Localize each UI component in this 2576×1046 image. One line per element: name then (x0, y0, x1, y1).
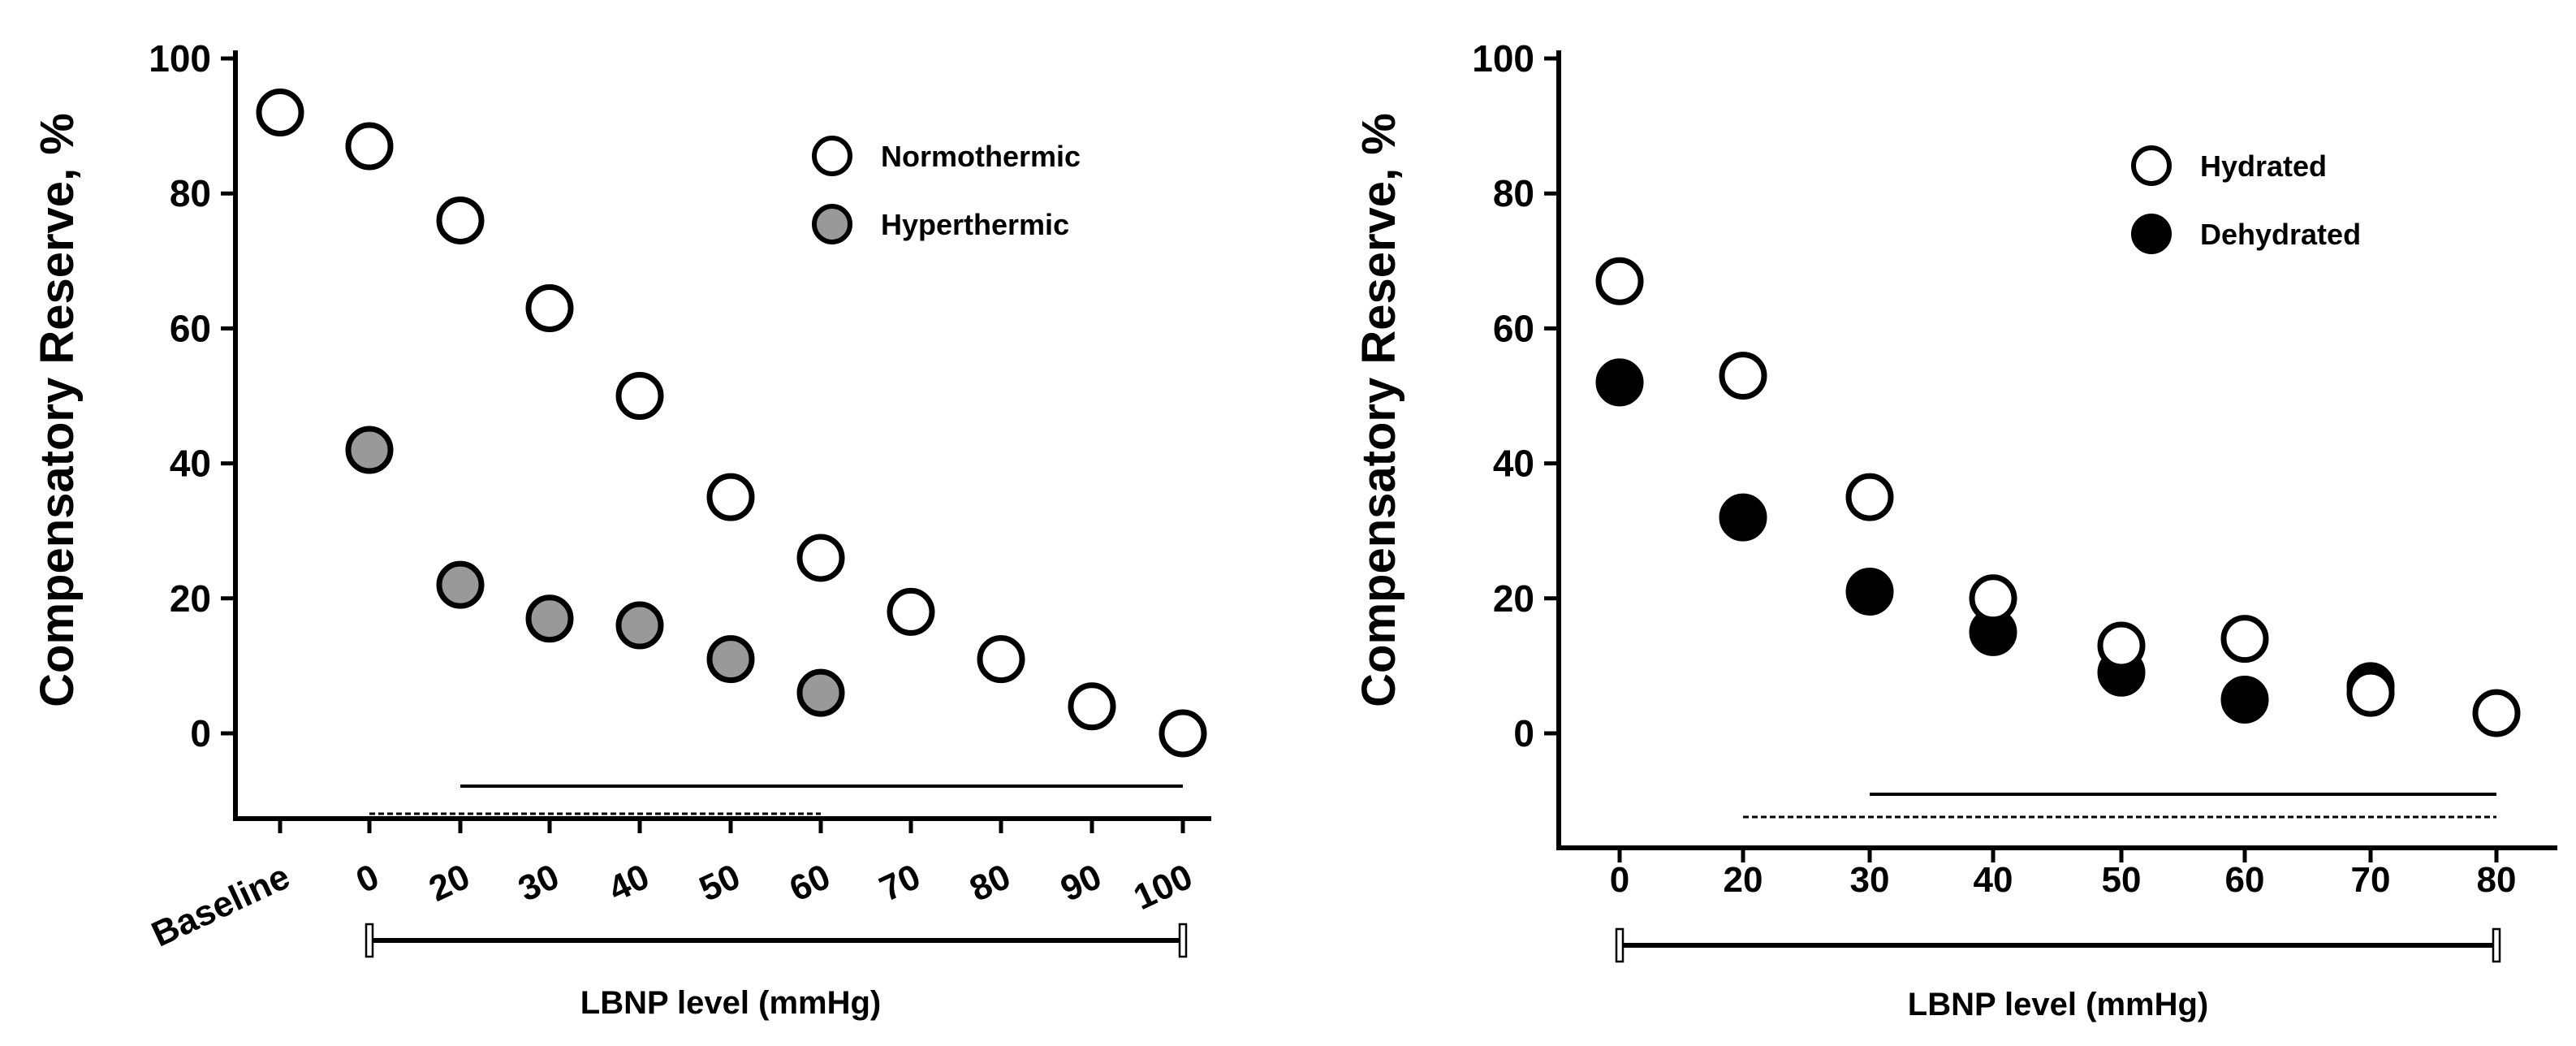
x-tick-label: 50 (693, 857, 746, 910)
data-point-hydrated (1845, 473, 1894, 521)
x-tick-label: 20 (423, 857, 476, 910)
panel-left: 0 20 40 60 80 100 Baseline 0 20 30 40 50 60 70 80 90 100… (31, 37, 1211, 1021)
legend-label-dehydrated: Dehydrated (2200, 218, 2361, 251)
y-tick-label: 100 (149, 37, 211, 80)
legend-label-hyperthermic: Hyperthermic (881, 208, 1069, 241)
lbnp-range-cap-left (365, 923, 374, 958)
data-point-hyperthermic (345, 426, 394, 474)
legend-marker-normothermic (812, 136, 852, 176)
x-axis-label: LBNP level (mmHg) (580, 985, 881, 1021)
x-tick-label: 100 (1128, 857, 1198, 918)
data-point-hydrated (1595, 257, 1644, 305)
x-tick-label: 0 (350, 857, 385, 901)
data-point-dehydrated (1595, 358, 1644, 407)
x-tick-label: Baseline (145, 857, 296, 955)
y-axis-label: Compensatory Reserve, % (1353, 113, 1405, 707)
lbnp-range-cap-right (1178, 923, 1188, 958)
x-tick-label: 40 (1974, 860, 2013, 900)
data-point-normothermic (706, 473, 755, 521)
y-tick-label: 80 (170, 172, 211, 214)
y-tick-label: 100 (1472, 37, 1534, 80)
x-tick-label: 40 (602, 857, 655, 910)
data-point-normothermic (436, 196, 485, 244)
data-point-hyperthermic (706, 635, 755, 684)
data-point-dehydrated (1845, 567, 1894, 616)
data-point-hydrated (2097, 621, 2146, 670)
x-tick-label: 60 (2225, 860, 2265, 900)
x-tick-label: 0 (1610, 860, 1629, 900)
y-tick-label: 0 (190, 712, 211, 754)
data-point-normothermic (1159, 709, 1207, 758)
x-tick-label: 80 (964, 857, 1016, 910)
data-point-normothermic (977, 635, 1025, 684)
y-tick-label: 60 (1493, 307, 1534, 349)
data-point-normothermic (887, 587, 935, 636)
data-point-hyperthermic (525, 594, 574, 643)
lbnp-range-cap-left (1615, 927, 1625, 963)
y-tick-label: 40 (1493, 443, 1534, 485)
x-tick-label: 30 (1850, 860, 1890, 900)
x-axis-label: LBNP level (mmHg) (1908, 987, 2208, 1022)
x-tick-label: 70 (874, 857, 926, 910)
data-point-hydrated (1969, 574, 2017, 623)
y-tick-label: 80 (1493, 172, 1534, 214)
data-point-dehydrated (1719, 493, 1767, 542)
x-tick-label: 20 (1724, 860, 1763, 900)
legend-marker-hyperthermic (812, 204, 852, 244)
legend-marker-hydrated (2131, 145, 2172, 186)
x-tick-label: 30 (512, 857, 565, 910)
y-tick-label: 20 (170, 577, 211, 620)
panel-right: 0 20 40 60 80 100 0 20 30 40 50 60 70 80 Compensatory … (1353, 37, 2557, 1022)
data-point-normothermic (345, 122, 394, 171)
legend-label-hydrated: Hydrated (2200, 149, 2327, 183)
data-point-dehydrated (2220, 675, 2269, 724)
x-tick-label: 50 (2102, 860, 2142, 900)
data-point-hyperthermic (615, 601, 664, 650)
data-point-hydrated (2346, 668, 2395, 717)
data-point-normothermic (256, 88, 304, 136)
data-point-normothermic (615, 372, 664, 420)
data-point-hyperthermic (436, 560, 485, 609)
data-point-normothermic (796, 534, 845, 582)
lbnp-range-cap-right (2492, 927, 2501, 963)
y-axis-label: Compensatory Reserve, % (31, 113, 84, 707)
data-point-hyperthermic (796, 668, 845, 717)
data-point-hydrated (2220, 615, 2269, 663)
legend-marker-dehydrated (2131, 214, 2172, 254)
y-tick-label: 0 (1513, 712, 1534, 754)
data-point-normothermic (1068, 682, 1116, 731)
y-tick-label: 40 (170, 443, 211, 485)
x-tick-label: 70 (2351, 860, 2391, 900)
data-point-normothermic (525, 283, 574, 332)
x-tick-label: 60 (783, 857, 836, 910)
x-tick-label: 80 (2477, 860, 2517, 900)
x-tick-label: 90 (1055, 857, 1107, 910)
data-point-hydrated (2472, 689, 2521, 737)
y-tick-label: 60 (170, 307, 211, 349)
data-point-hydrated (1719, 352, 1767, 400)
y-tick-label: 20 (1493, 577, 1534, 620)
legend-label-normothermic: Normothermic (881, 140, 1081, 173)
